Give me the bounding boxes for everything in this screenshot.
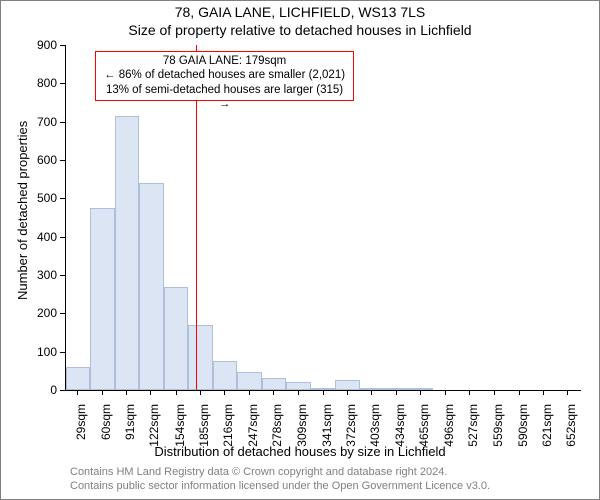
y-tick-label: 800 [0, 76, 57, 90]
y-tick-label: 0 [0, 383, 57, 397]
x-tick-mark [126, 390, 127, 395]
y-tick-mark [60, 45, 65, 46]
x-tick-label: 372sqm [344, 404, 358, 458]
y-tick-mark [60, 275, 65, 276]
y-tick-label: 900 [0, 38, 57, 52]
x-tick-label: 29sqm [74, 404, 88, 458]
footer-line1: Contains HM Land Registry data © Crown c… [70, 466, 490, 480]
x-tick-mark [469, 390, 470, 395]
x-tick-label: 154sqm [173, 404, 187, 458]
x-tick-label: 216sqm [221, 404, 235, 458]
x-tick-mark [323, 390, 324, 395]
x-tick-label: 341sqm [320, 404, 334, 458]
info-box-line: 13% of semi-detached houses are larger (… [102, 83, 348, 112]
x-tick-mark [347, 390, 348, 395]
x-tick-mark [200, 390, 201, 395]
y-tick-label: 300 [0, 268, 57, 282]
histogram-bar [115, 116, 139, 390]
x-tick-label: 434sqm [393, 404, 407, 458]
x-tick-label: 247sqm [246, 404, 260, 458]
y-tick-mark [60, 198, 65, 199]
x-tick-label: 122sqm [147, 404, 161, 458]
histogram-bar [90, 208, 114, 390]
histogram-bar [188, 325, 212, 390]
y-tick-mark [60, 390, 65, 391]
x-tick-label: 527sqm [466, 404, 480, 458]
histogram-bar [139, 183, 163, 390]
x-tick-mark [273, 390, 274, 395]
y-tick-mark [60, 160, 65, 161]
y-tick-mark [60, 237, 65, 238]
histogram-bar [262, 378, 287, 390]
x-tick-mark [176, 390, 177, 395]
y-tick-label: 100 [0, 345, 57, 359]
x-tick-label: 185sqm [197, 404, 211, 458]
info-box-line: 78 GAIA LANE: 179sqm [102, 54, 348, 68]
x-tick-label: 60sqm [99, 404, 113, 458]
x-tick-label: 590sqm [516, 404, 530, 458]
histogram-bar [237, 372, 261, 390]
x-tick-mark [77, 390, 78, 395]
y-tick-label: 400 [0, 230, 57, 244]
x-tick-label: 309sqm [295, 404, 309, 458]
x-tick-label: 91sqm [123, 404, 137, 458]
x-tick-label: 278sqm [270, 404, 284, 458]
y-tick-mark [60, 83, 65, 84]
x-tick-mark [420, 390, 421, 395]
x-tick-mark [494, 390, 495, 395]
x-tick-mark [396, 390, 397, 395]
x-tick-mark [445, 390, 446, 395]
y-tick-mark [60, 122, 65, 123]
x-tick-mark [298, 390, 299, 395]
histogram-bar [286, 382, 310, 390]
figure: 78, GAIA LANE, LICHFIELD, WS13 7LS Size … [0, 0, 600, 500]
y-tick-label: 500 [0, 191, 57, 205]
y-tick-label: 700 [0, 115, 57, 129]
x-tick-label: 465sqm [417, 404, 431, 458]
x-tick-label: 559sqm [491, 404, 505, 458]
x-tick-mark [224, 390, 225, 395]
histogram-bar [335, 380, 359, 390]
y-tick-mark [60, 352, 65, 353]
histogram-bar [164, 287, 189, 391]
x-tick-mark [543, 390, 544, 395]
y-tick-label: 600 [0, 153, 57, 167]
chart-title-line1: 78, GAIA LANE, LICHFIELD, WS13 7LS [0, 4, 600, 20]
chart-title-line2: Size of property relative to detached ho… [0, 22, 600, 38]
footer-line2: Contains public sector information licen… [70, 480, 490, 494]
x-tick-label: 652sqm [564, 404, 578, 458]
x-tick-mark [150, 390, 151, 395]
x-tick-label: 403sqm [368, 404, 382, 458]
x-tick-mark [102, 390, 103, 395]
x-tick-label: 621sqm [540, 404, 554, 458]
property-info-box: 78 GAIA LANE: 179sqm← 86% of detached ho… [95, 51, 355, 101]
plot-area: 78 GAIA LANE: 179sqm← 86% of detached ho… [65, 45, 581, 391]
x-tick-label: 496sqm [442, 404, 456, 458]
x-tick-mark [249, 390, 250, 395]
x-tick-mark [567, 390, 568, 395]
histogram-bar [213, 361, 237, 390]
info-box-line: ← 86% of detached houses are smaller (2,… [102, 68, 348, 82]
y-tick-mark [60, 313, 65, 314]
x-tick-mark [519, 390, 520, 395]
footer-attribution: Contains HM Land Registry data © Crown c… [70, 466, 490, 494]
x-tick-mark [371, 390, 372, 395]
y-tick-label: 200 [0, 306, 57, 320]
histogram-bar [66, 367, 90, 390]
